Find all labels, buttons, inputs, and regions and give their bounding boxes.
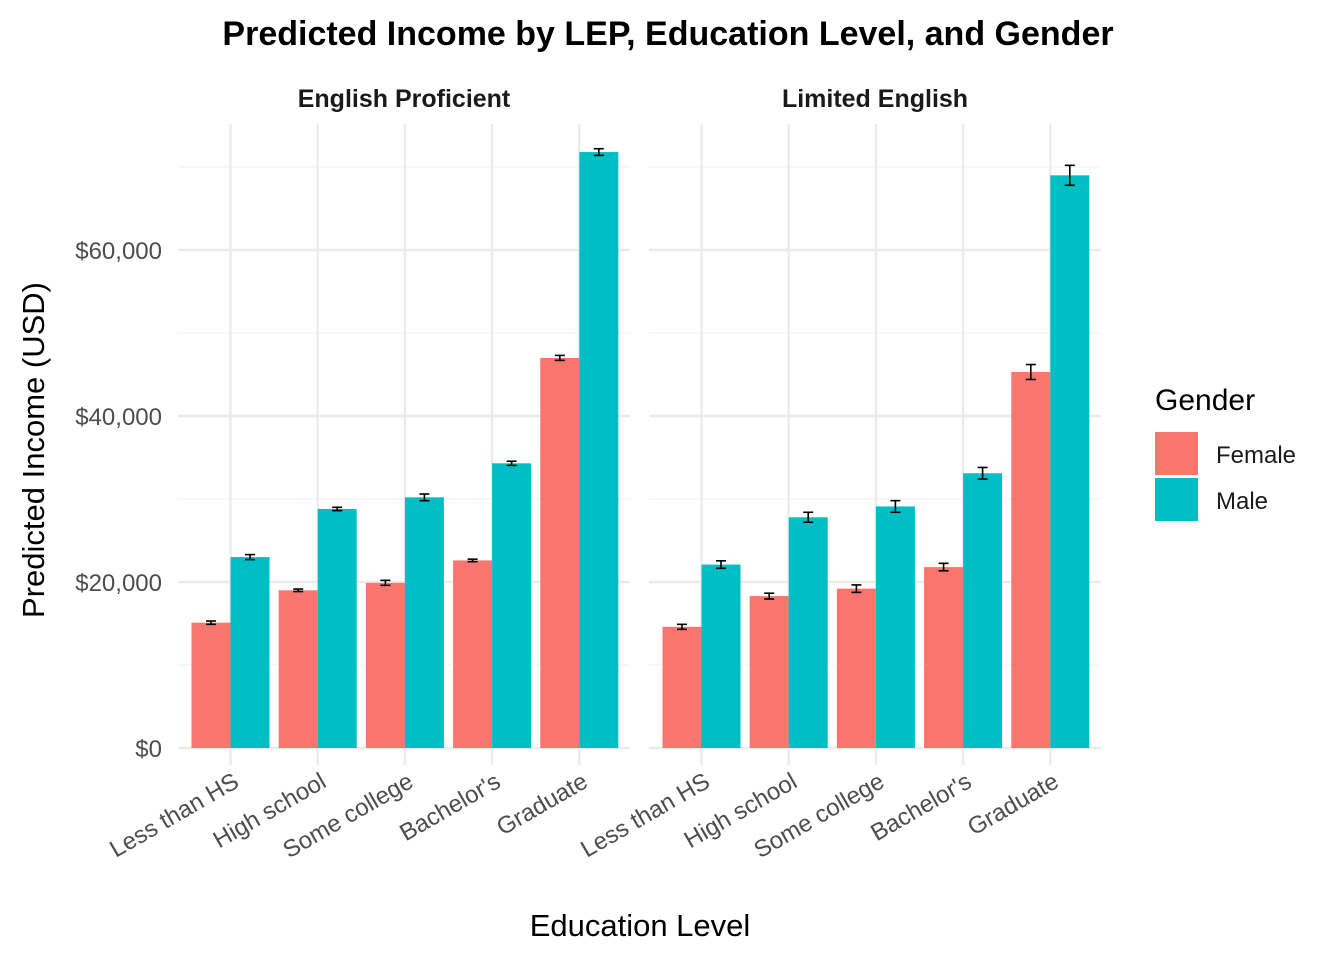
bar-male <box>788 517 828 748</box>
error-bar <box>293 588 304 593</box>
legend-title: Gender <box>1155 384 1255 417</box>
bar-male <box>492 463 532 748</box>
bar-male <box>701 564 741 748</box>
legend-key-female <box>1155 432 1198 475</box>
bar-female <box>662 626 702 748</box>
error-bar <box>977 466 988 480</box>
legend: Gender Female Male <box>1155 384 1296 521</box>
x-tick-label: Bachelor's <box>395 768 505 847</box>
error-bar <box>419 493 430 502</box>
bar-male <box>404 497 444 748</box>
error-bar <box>467 558 478 563</box>
error-bar <box>890 499 901 514</box>
chart-title: Predicted Income by LEP, Education Level… <box>222 15 1113 53</box>
y-axis-title: Predicted Income (USD) <box>16 282 51 618</box>
error-bar <box>506 460 517 467</box>
bar-male <box>317 508 357 748</box>
error-bar <box>245 553 255 561</box>
error-bar <box>803 511 814 524</box>
bar-male <box>1050 175 1090 749</box>
error-bar <box>206 620 216 626</box>
bar-female <box>191 622 231 748</box>
bar-female <box>924 567 964 748</box>
y-tick-label: $60,000 <box>75 238 162 265</box>
facet-label: English Proficient <box>298 85 511 113</box>
bar-male <box>579 152 619 748</box>
error-bar <box>764 592 775 600</box>
bar-female <box>749 596 789 748</box>
x-axis-title: Education Level <box>530 908 751 943</box>
error-bar <box>554 354 565 362</box>
error-bar <box>677 623 687 631</box>
x-tick-label: Graduate <box>963 768 1063 841</box>
legend-key-male <box>1155 478 1198 521</box>
error-bar <box>716 560 726 570</box>
legend-label-female: Female <box>1216 442 1296 469</box>
y-tick-label: $40,000 <box>75 404 162 431</box>
error-bar <box>938 562 949 572</box>
y-tick-label: $0 <box>135 736 162 763</box>
bar-female <box>836 588 876 748</box>
bar-female <box>540 357 580 748</box>
facet-label: Limited English <box>782 85 968 113</box>
bar-female <box>453 560 493 748</box>
bar-male <box>230 557 270 748</box>
error-bar <box>380 579 391 587</box>
x-tick-label: Bachelor's <box>866 768 976 847</box>
error-bar <box>851 584 862 594</box>
error-bar <box>593 147 604 157</box>
bar-female <box>278 590 318 748</box>
x-tick-label: Graduate <box>492 768 592 841</box>
bar-female <box>365 582 405 748</box>
legend-label-male: Male <box>1216 488 1268 515</box>
error-bar <box>332 506 343 512</box>
bar-male <box>963 473 1003 748</box>
y-tick-label: $20,000 <box>75 570 162 597</box>
error-bar <box>1064 164 1075 187</box>
bar-male <box>875 506 915 748</box>
error-bar <box>1025 363 1036 381</box>
bar-female <box>1011 372 1051 748</box>
